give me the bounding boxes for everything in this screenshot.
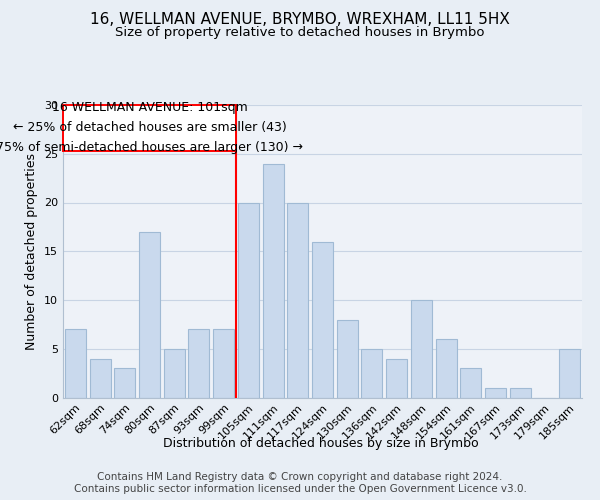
- Bar: [361, 349, 382, 398]
- Bar: [164, 349, 185, 398]
- Bar: [65, 329, 86, 398]
- Text: Contains HM Land Registry data © Crown copyright and database right 2024.: Contains HM Land Registry data © Crown c…: [97, 472, 503, 482]
- Bar: [559, 349, 580, 398]
- Bar: [386, 358, 407, 398]
- FancyBboxPatch shape: [63, 105, 236, 151]
- Bar: [238, 202, 259, 398]
- Bar: [263, 164, 284, 398]
- Bar: [510, 388, 531, 398]
- Bar: [89, 358, 110, 398]
- Bar: [114, 368, 135, 398]
- Text: Distribution of detached houses by size in Brymbo: Distribution of detached houses by size …: [163, 438, 479, 450]
- Bar: [213, 329, 234, 398]
- Text: Contains public sector information licensed under the Open Government Licence v3: Contains public sector information licen…: [74, 484, 526, 494]
- Bar: [411, 300, 432, 398]
- Y-axis label: Number of detached properties: Number of detached properties: [25, 153, 38, 350]
- Bar: [436, 339, 457, 398]
- Text: 16, WELLMAN AVENUE, BRYMBO, WREXHAM, LL11 5HX: 16, WELLMAN AVENUE, BRYMBO, WREXHAM, LL1…: [90, 12, 510, 28]
- Bar: [460, 368, 481, 398]
- Text: Size of property relative to detached houses in Brymbo: Size of property relative to detached ho…: [115, 26, 485, 39]
- Bar: [337, 320, 358, 398]
- Text: 16 WELLMAN AVENUE: 101sqm
← 25% of detached houses are smaller (43)
75% of semi-: 16 WELLMAN AVENUE: 101sqm ← 25% of detac…: [0, 102, 303, 154]
- Bar: [188, 329, 209, 398]
- Bar: [287, 202, 308, 398]
- Bar: [139, 232, 160, 398]
- Bar: [485, 388, 506, 398]
- Bar: [312, 242, 333, 398]
